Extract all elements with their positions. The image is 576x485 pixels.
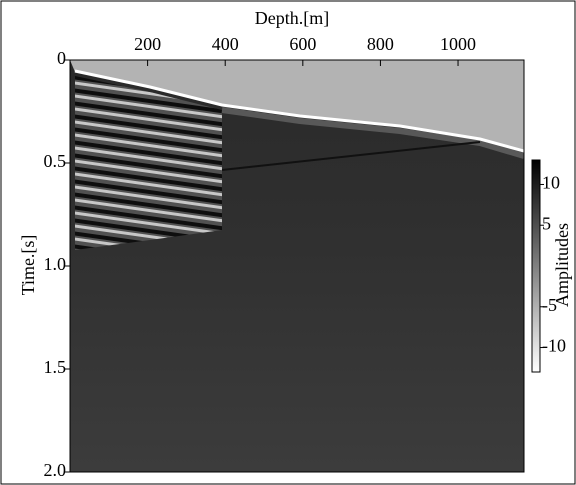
x-tick-label: 200 xyxy=(134,34,161,54)
chart-title: Depth.[m] xyxy=(255,8,329,28)
colorbar xyxy=(531,159,541,373)
x-tick-label: 600 xyxy=(289,34,316,54)
colorbar-tick-label: -5 xyxy=(542,295,557,315)
y-axis-label: Time.[s] xyxy=(18,235,38,296)
x-tick-label: 400 xyxy=(212,34,239,54)
reflection-tail xyxy=(221,107,524,159)
y-tick-label: 0 xyxy=(57,48,66,68)
first-arrival xyxy=(74,69,524,153)
y-tick-label: 0.5 xyxy=(44,151,67,171)
upper-region xyxy=(70,60,524,152)
y-tick-label: 2.0 xyxy=(44,460,67,480)
seismic-image xyxy=(70,60,524,472)
reflections xyxy=(75,76,222,250)
y-tick-label: 1.5 xyxy=(44,357,67,377)
colorbar-label: Amplitudes xyxy=(552,223,572,307)
x-tick-label: 800 xyxy=(367,34,394,54)
reflection-line xyxy=(221,141,481,171)
colorbar-tick-label: 5 xyxy=(542,213,551,233)
colorbar-tick-label: 10 xyxy=(542,173,560,193)
y-tick-label: 1.0 xyxy=(44,254,67,274)
x-tick-label: 1000 xyxy=(440,34,476,54)
colorbar-tick-label: -10 xyxy=(542,336,566,356)
